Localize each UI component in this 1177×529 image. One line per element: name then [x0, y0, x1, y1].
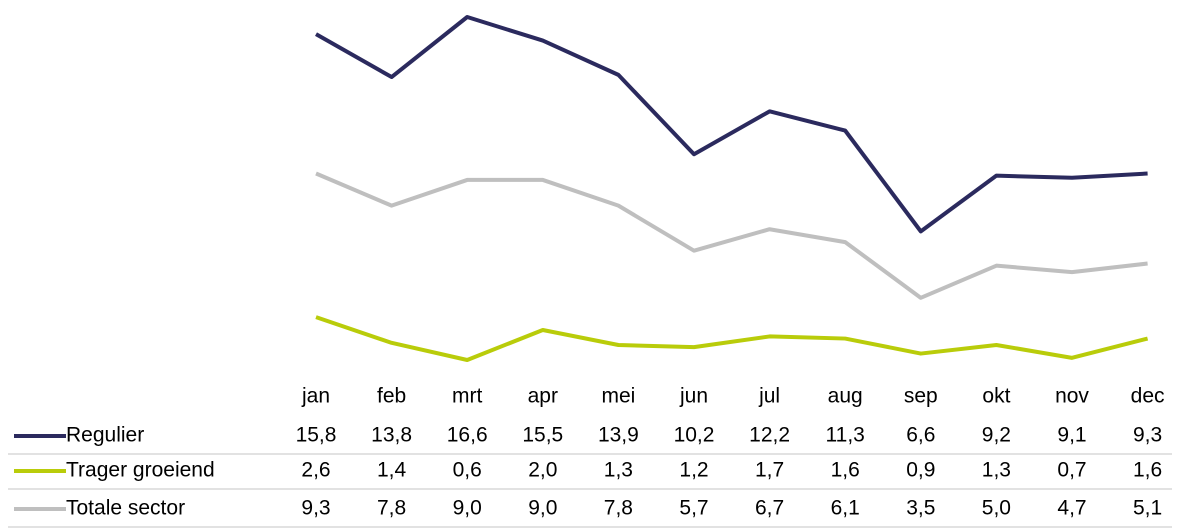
data-label: 13,9	[598, 424, 639, 447]
legend-label: Totale sector	[66, 497, 185, 520]
x-tick-label: okt	[982, 385, 1010, 408]
data-label: 9,0	[453, 497, 482, 520]
data-label: 12,2	[749, 424, 790, 447]
line-2	[315, 171, 1148, 300]
x-tick-label: mrt	[452, 385, 482, 408]
x-tick-label: mei	[601, 385, 635, 408]
data-label: 11,3	[826, 424, 865, 447]
data-label: 1,7	[755, 459, 784, 482]
data-label: 0,7	[1057, 459, 1086, 482]
legend-label: Regulier	[66, 424, 144, 447]
data-label: 9,1	[1057, 424, 1086, 447]
data-label: 0,9	[906, 459, 935, 482]
data-label: 9,2	[982, 424, 1011, 447]
line-0	[315, 15, 1148, 234]
data-label: 1,3	[604, 459, 633, 482]
data-label: 1,2	[679, 459, 708, 482]
x-tick-label: feb	[377, 385, 406, 408]
data-label: 1,6	[831, 459, 860, 482]
x-tick-label: jul	[758, 385, 780, 408]
data-label: 5,1	[1133, 497, 1162, 520]
x-tick-label: dec	[1131, 385, 1165, 408]
data-label: 9,3	[301, 497, 330, 520]
data-label: 7,8	[377, 497, 406, 520]
data-label: 6,6	[906, 424, 935, 447]
data-label: 2,6	[301, 459, 330, 482]
x-tick-label: apr	[528, 385, 558, 408]
x-tick-label: aug	[828, 385, 863, 408]
data-label: 1,6	[1133, 459, 1162, 482]
data-label: 15,5	[522, 424, 563, 447]
line-1	[315, 315, 1149, 362]
legend-label: Trager groeiend	[66, 459, 215, 482]
x-tick-label: jan	[301, 385, 330, 408]
data-label: 16,6	[447, 424, 488, 447]
x-tick-label: nov	[1055, 385, 1089, 408]
data-label: 2,0	[528, 459, 557, 482]
data-label: 7,8	[604, 497, 633, 520]
data-label: 4,7	[1057, 497, 1086, 520]
data-label: 13,8	[371, 424, 412, 447]
data-label: 0,6	[453, 459, 482, 482]
data-label: 6,7	[755, 497, 784, 520]
data-label: 1,3	[982, 459, 1011, 482]
data-label: 1,4	[377, 459, 407, 482]
data-label: 6,1	[831, 497, 860, 520]
data-label: 5,7	[679, 497, 708, 520]
data-label: 9,0	[528, 497, 557, 520]
data-label: 10,2	[674, 424, 715, 447]
data-label: 5,0	[982, 497, 1011, 520]
x-tick-label: jun	[679, 385, 708, 408]
data-label: 3,5	[906, 497, 935, 520]
x-tick-label: sep	[904, 385, 938, 408]
data-label: 15,8	[296, 424, 337, 447]
data-label: 9,3	[1133, 424, 1162, 447]
